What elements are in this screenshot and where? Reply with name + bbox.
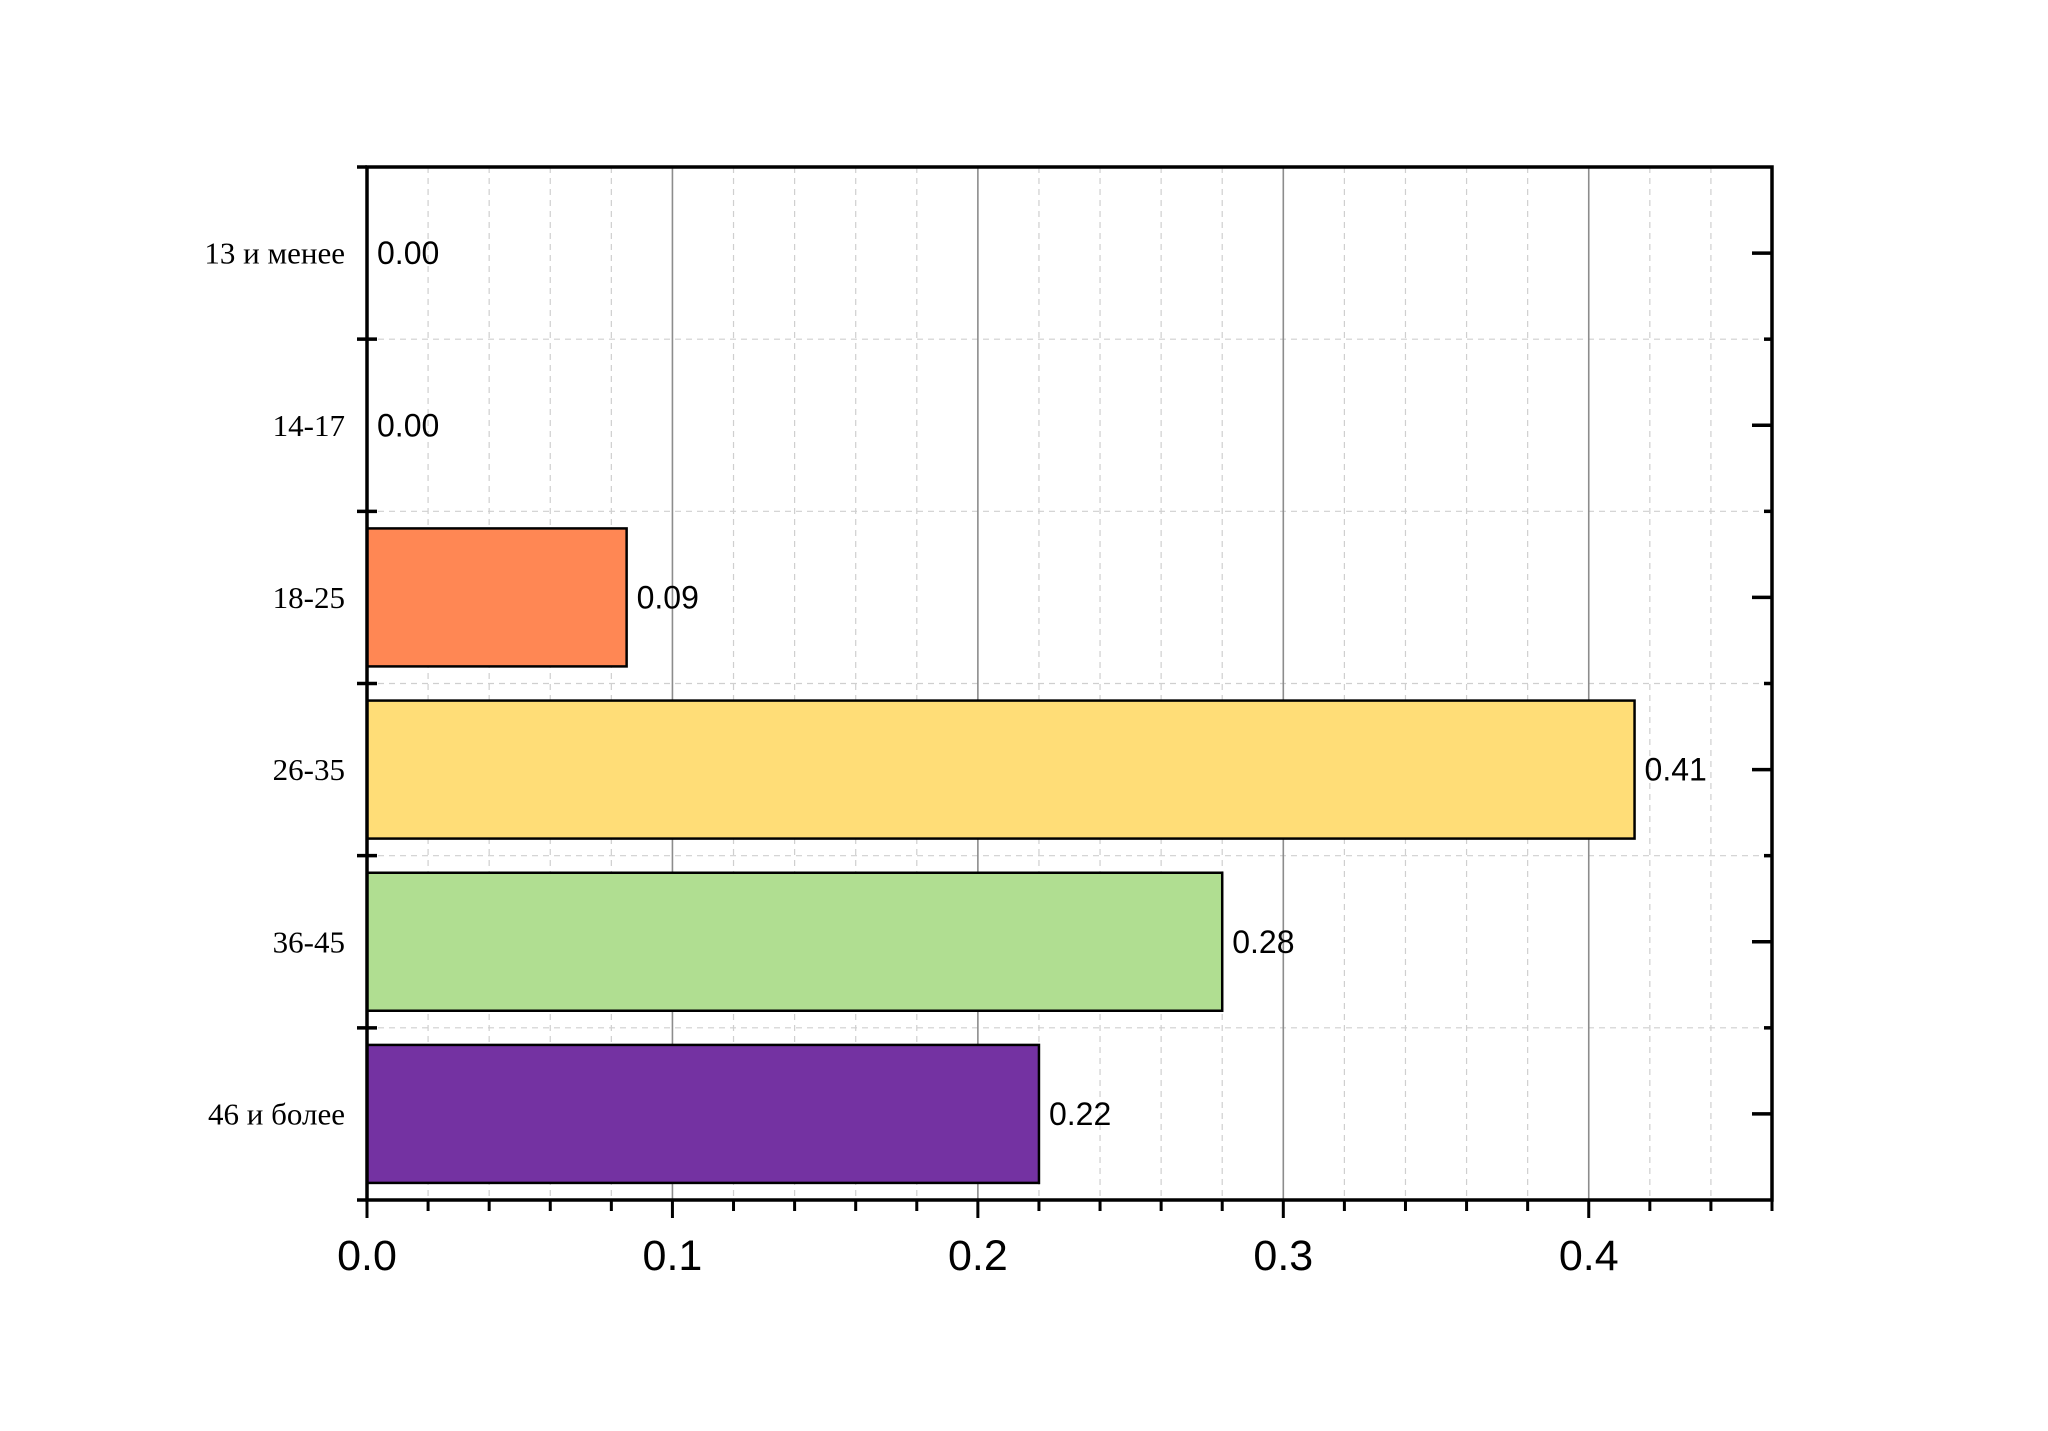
value-label: 0.00 (377, 235, 439, 271)
category-label: 18-25 (273, 580, 345, 615)
category-labels: 13 и менее 14-17 18-25 26-35 36-45 46 и более (204, 236, 345, 1132)
value-label: 0.28 (1232, 924, 1294, 960)
category-label: 26-35 (273, 752, 345, 787)
value-label: 0.41 (1645, 752, 1707, 788)
x-tick-label: 0.4 (1559, 1232, 1619, 1280)
x-tick-label: 0.0 (337, 1232, 397, 1280)
value-label: 0.09 (637, 579, 699, 615)
value-label: 0.00 (377, 407, 439, 443)
bar-4 (365, 699, 1636, 840)
axis-ticks (357, 165, 1774, 1218)
major-grid (671, 167, 1590, 1200)
minor-grid (367, 167, 1772, 1200)
category-label: 36-45 (273, 924, 345, 959)
x-tick-label: 0.2 (948, 1232, 1008, 1280)
x-tick-label: 0.1 (643, 1232, 703, 1280)
bars (365, 527, 1636, 1185)
category-label: 13 и менее (204, 236, 345, 271)
value-labels: 0.00 0.00 0.09 0.41 0.28 0.22 (377, 235, 1707, 1132)
x-tick-labels: 0.0 0.1 0.2 0.3 0.4 (337, 1232, 1619, 1280)
value-label: 0.22 (1049, 1096, 1111, 1132)
category-label: 14-17 (273, 408, 345, 443)
bar-3 (365, 527, 628, 668)
x-tick-label: 0.3 (1253, 1232, 1313, 1280)
bar-6 (365, 1043, 1041, 1185)
category-label: 46 и более (208, 1096, 345, 1131)
bar-5 (365, 871, 1224, 1012)
